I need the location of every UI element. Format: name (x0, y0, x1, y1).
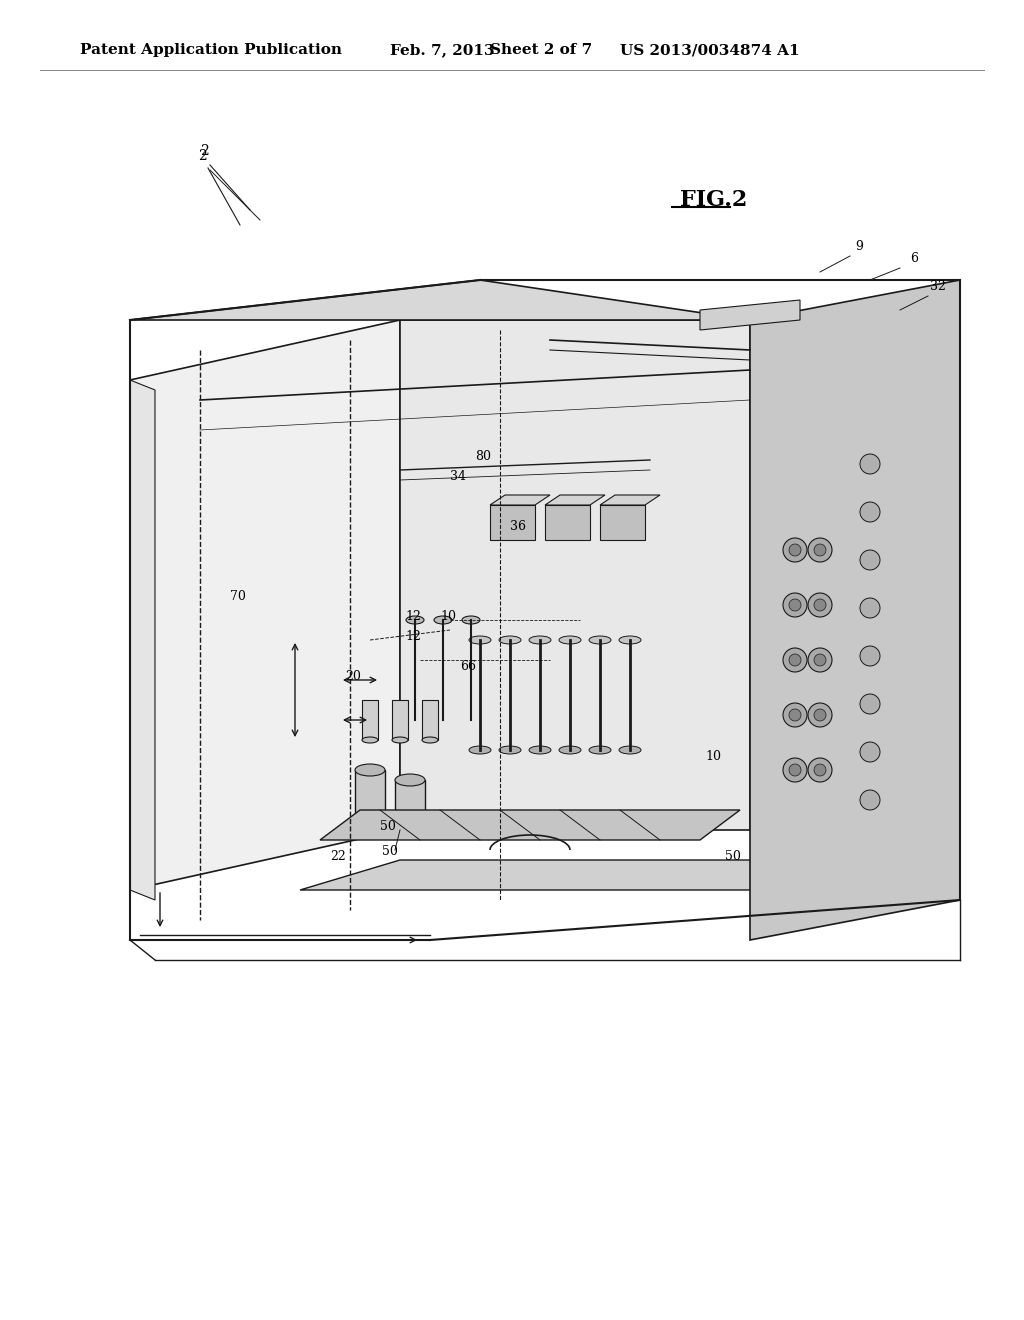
Ellipse shape (559, 636, 581, 644)
Text: 6: 6 (910, 252, 918, 265)
Polygon shape (319, 810, 740, 840)
Text: 10: 10 (440, 610, 456, 623)
Polygon shape (545, 495, 605, 506)
Circle shape (808, 648, 831, 672)
Ellipse shape (529, 636, 551, 644)
Ellipse shape (355, 764, 385, 776)
Text: 12: 12 (406, 630, 421, 643)
Text: 50: 50 (382, 845, 398, 858)
Text: 2: 2 (198, 149, 207, 162)
FancyBboxPatch shape (490, 506, 535, 540)
Circle shape (783, 539, 807, 562)
Text: US 2013/0034874 A1: US 2013/0034874 A1 (620, 44, 800, 57)
Text: 20: 20 (345, 671, 360, 682)
Text: 50: 50 (380, 820, 396, 833)
Text: 50: 50 (725, 850, 741, 863)
Ellipse shape (618, 746, 641, 754)
Polygon shape (600, 495, 660, 506)
FancyBboxPatch shape (600, 506, 645, 540)
Circle shape (860, 742, 880, 762)
Ellipse shape (434, 616, 452, 624)
Polygon shape (700, 300, 800, 330)
Circle shape (814, 764, 826, 776)
Ellipse shape (422, 737, 438, 743)
Polygon shape (130, 380, 155, 900)
Circle shape (783, 593, 807, 616)
Circle shape (814, 709, 826, 721)
Text: Feb. 7, 2013: Feb. 7, 2013 (390, 44, 495, 57)
Text: 80: 80 (475, 450, 490, 463)
Ellipse shape (462, 616, 480, 624)
Bar (395, 780, 425, 830)
Circle shape (860, 454, 880, 474)
Polygon shape (300, 861, 850, 890)
Text: 36: 36 (510, 520, 526, 533)
Ellipse shape (618, 636, 641, 644)
Ellipse shape (589, 746, 611, 754)
Circle shape (860, 502, 880, 521)
Text: 32: 32 (930, 280, 946, 293)
Ellipse shape (589, 636, 611, 644)
Text: 10: 10 (705, 750, 721, 763)
Ellipse shape (362, 737, 378, 743)
Text: Sheet 2 of 7: Sheet 2 of 7 (490, 44, 592, 57)
Circle shape (808, 539, 831, 562)
Circle shape (783, 758, 807, 781)
Circle shape (814, 599, 826, 611)
Text: 34: 34 (450, 470, 466, 483)
Bar (355, 770, 385, 820)
Bar (392, 700, 408, 741)
Ellipse shape (529, 746, 551, 754)
Text: 9: 9 (855, 240, 863, 253)
Ellipse shape (406, 616, 424, 624)
Text: FIG.2: FIG.2 (680, 189, 748, 211)
Circle shape (783, 648, 807, 672)
Circle shape (808, 704, 831, 727)
Circle shape (790, 599, 801, 611)
Circle shape (860, 694, 880, 714)
FancyBboxPatch shape (545, 506, 590, 540)
Circle shape (790, 709, 801, 721)
Circle shape (790, 764, 801, 776)
Circle shape (808, 758, 831, 781)
Text: Patent Application Publication: Patent Application Publication (80, 44, 342, 57)
Circle shape (814, 653, 826, 667)
Polygon shape (130, 280, 750, 319)
Circle shape (814, 544, 826, 556)
Circle shape (790, 544, 801, 556)
Ellipse shape (499, 636, 521, 644)
Circle shape (783, 704, 807, 727)
Circle shape (860, 645, 880, 667)
Circle shape (860, 598, 880, 618)
Text: 12: 12 (406, 610, 421, 623)
Text: 70: 70 (230, 590, 246, 603)
Ellipse shape (559, 746, 581, 754)
Circle shape (860, 550, 880, 570)
Circle shape (860, 789, 880, 810)
Text: 66: 66 (460, 660, 476, 673)
Text: 22: 22 (330, 850, 346, 863)
Polygon shape (750, 280, 961, 940)
Circle shape (808, 593, 831, 616)
Polygon shape (400, 319, 750, 830)
Ellipse shape (469, 636, 490, 644)
Bar (362, 700, 378, 741)
Ellipse shape (395, 774, 425, 785)
Ellipse shape (499, 746, 521, 754)
Text: 2: 2 (200, 144, 209, 158)
Circle shape (790, 653, 801, 667)
Polygon shape (490, 495, 550, 506)
Bar (422, 700, 438, 741)
Ellipse shape (392, 737, 408, 743)
Polygon shape (130, 319, 400, 890)
Ellipse shape (469, 746, 490, 754)
